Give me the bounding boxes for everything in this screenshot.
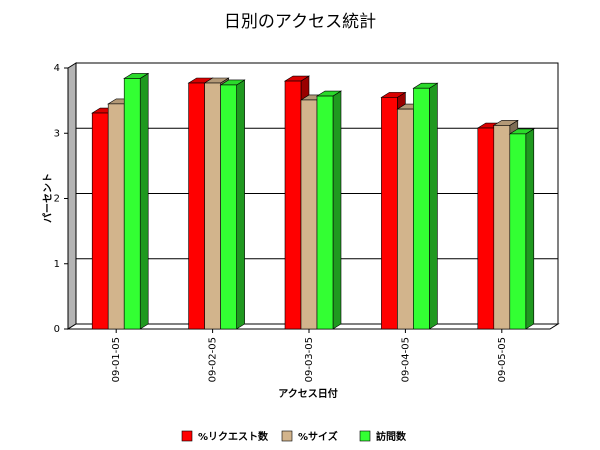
bar: [477, 127, 495, 330]
bar: [413, 87, 430, 330]
bar: [91, 112, 109, 330]
bar: [397, 108, 414, 330]
bar: [204, 82, 221, 330]
left-wall: [67, 62, 77, 330]
x-tick-label: 09-04-05: [400, 337, 411, 382]
bar: [284, 80, 302, 330]
y-tick-label: 1: [54, 259, 60, 270]
legend-swatch: [281, 430, 293, 442]
bar: [188, 82, 205, 330]
bar: [509, 133, 527, 330]
legend-label: %サイズ: [298, 430, 338, 443]
bar-side: [525, 128, 535, 330]
bar-side: [139, 72, 149, 330]
bar: [107, 103, 125, 330]
x-tick-label: 09-02-05: [208, 337, 219, 382]
y-tick-label: 4: [54, 63, 60, 74]
y-tick-label: 0: [54, 324, 60, 335]
bar: [300, 99, 318, 330]
x-axis-label: アクセス日付: [278, 387, 338, 400]
bar: [123, 78, 141, 330]
legend-swatch: [181, 430, 193, 442]
x-tick-label: 09-01-05: [111, 337, 122, 382]
bar: [316, 95, 334, 330]
chart-title: 日別のアクセス統計: [224, 12, 376, 32]
bar-side: [236, 79, 245, 330]
bar-side: [429, 82, 438, 330]
legend-swatch: [359, 430, 371, 442]
y-tick-label: 3: [54, 128, 60, 139]
x-tick-label: 09-05-05: [497, 337, 508, 382]
bar-side: [332, 90, 342, 330]
y-axis-label: パーセント: [42, 173, 54, 223]
legend-label: %リクエスト数: [198, 430, 269, 443]
y-tick-label: 2: [54, 194, 60, 205]
bar: [381, 97, 398, 330]
bar: [220, 84, 237, 330]
legend-label: 訪問数: [376, 430, 407, 443]
x-tick-label: 09-03-05: [304, 337, 315, 382]
bar: [493, 125, 511, 330]
